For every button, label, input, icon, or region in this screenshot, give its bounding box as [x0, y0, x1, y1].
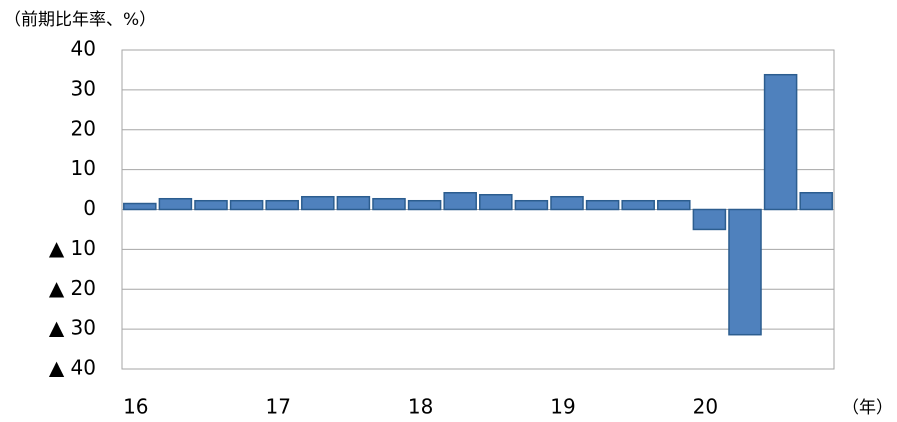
- x-tick-label: 17: [265, 395, 290, 419]
- x-axis-title: （年）: [842, 398, 893, 418]
- bar: [158, 197, 193, 211]
- x-tick-label: 20: [693, 395, 718, 419]
- bar: [301, 195, 335, 211]
- y-tick-label: ▲ 40: [49, 356, 96, 380]
- y-tick-label: 30: [71, 76, 96, 100]
- y-tick-label: 40: [71, 37, 96, 61]
- bar: [229, 199, 264, 211]
- bar: [621, 199, 655, 211]
- y-tick-label: ▲ 10: [49, 236, 96, 260]
- y-tick-label: ▲ 30: [49, 316, 96, 340]
- bar: [728, 208, 762, 336]
- bar: [657, 199, 691, 211]
- bar: [479, 193, 513, 211]
- bar: [336, 195, 371, 211]
- y-tick-label: 20: [71, 116, 96, 140]
- bar: [550, 195, 584, 211]
- x-tick-label: 18: [408, 395, 433, 419]
- bar: [799, 192, 833, 211]
- bar: [265, 199, 299, 211]
- x-tick-label: 19: [550, 395, 575, 419]
- bar: [763, 73, 798, 211]
- bar: [194, 199, 228, 211]
- bar: [123, 202, 157, 211]
- y-tick-label: 10: [71, 156, 96, 180]
- bar: [407, 199, 442, 211]
- bar: [692, 208, 727, 231]
- bar: [585, 199, 620, 211]
- x-tick-label: 16: [123, 395, 148, 419]
- bar: [514, 199, 549, 211]
- y-tick-label: ▲ 20: [49, 276, 96, 300]
- bar: [372, 197, 406, 211]
- bar: [443, 192, 477, 211]
- y-tick-label: 0: [83, 196, 96, 220]
- y-axis-title: （前期比年率、%）: [4, 10, 156, 30]
